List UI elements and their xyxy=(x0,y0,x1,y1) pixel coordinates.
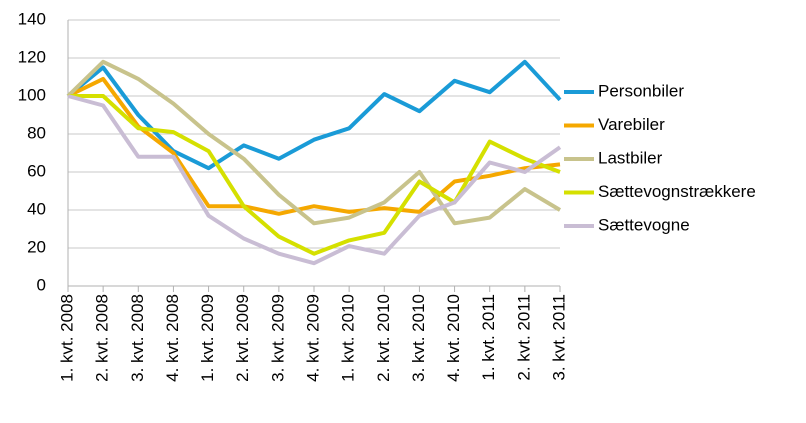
x-tick-label: 4. kvt. 2009 xyxy=(303,294,322,382)
x-tick-label: 2. kvt. 2010 xyxy=(374,294,393,382)
legend-label: Personbiler xyxy=(598,81,684,100)
y-tick-label: 120 xyxy=(18,47,46,66)
x-tick-label: 1. kvt. 2008 xyxy=(57,294,76,382)
y-tick-label: 40 xyxy=(27,199,46,218)
y-tick-label: 80 xyxy=(27,123,46,142)
x-tick-label: 4. kvt. 2008 xyxy=(163,294,182,382)
y-tick-label: 20 xyxy=(27,237,46,256)
x-tick-label: 3. kvt. 2011 xyxy=(549,294,568,381)
legend-label: Sættevogne xyxy=(598,215,690,234)
x-tick-label: 1. kvt. 2010 xyxy=(339,294,358,382)
legend-label: Sættevognstrækkere xyxy=(598,182,756,201)
legend-label: Lastbiler xyxy=(598,148,663,167)
y-tick-label: 140 xyxy=(18,9,46,28)
x-tick-label: 2. kvt. 2011 xyxy=(514,294,533,381)
x-tick-label: 3. kvt. 2008 xyxy=(128,294,147,382)
x-tick-label: 4. kvt. 2010 xyxy=(444,294,463,382)
legend-label: Varebiler xyxy=(598,115,665,134)
x-tick-label: 2. kvt. 2008 xyxy=(93,294,112,382)
series-line xyxy=(68,94,561,256)
x-tick-label: 2. kvt. 2009 xyxy=(233,294,252,382)
y-tick-label: 60 xyxy=(27,161,46,180)
y-tick-label: 0 xyxy=(37,275,46,294)
series-line xyxy=(66,59,562,226)
series-line xyxy=(66,59,562,171)
x-tick-label: 1. kvt. 2009 xyxy=(198,294,217,382)
series-line xyxy=(67,94,562,266)
y-tick-label: 100 xyxy=(18,85,46,104)
x-tick-label: 1. kvt. 2011 xyxy=(479,294,498,381)
x-tick-label: 3. kvt. 2009 xyxy=(268,294,287,382)
x-tick-label: 3. kvt. 2010 xyxy=(409,294,428,382)
